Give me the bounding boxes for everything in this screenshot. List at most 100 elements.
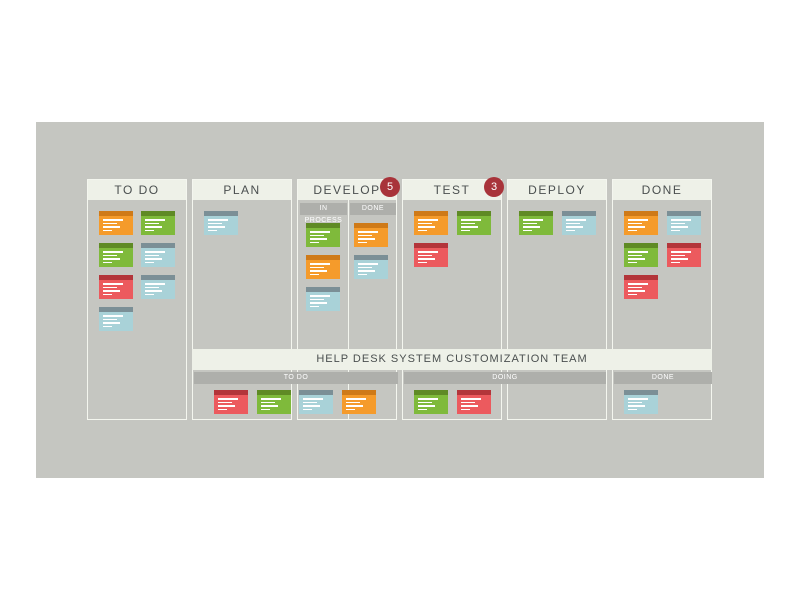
card-text-line <box>310 298 324 300</box>
task-card-green[interactable] <box>624 243 658 267</box>
card-text-line <box>628 251 648 253</box>
card-text-line <box>358 231 378 233</box>
task-card-red[interactable] <box>214 390 248 414</box>
task-card-blue[interactable] <box>299 390 333 414</box>
task-card-blue[interactable] <box>141 275 175 299</box>
card-text-line <box>310 266 324 268</box>
task-card-green[interactable] <box>306 223 340 247</box>
card-body <box>624 216 658 235</box>
card-body <box>204 216 238 235</box>
card-text-line <box>218 405 235 407</box>
card-header-strip <box>562 211 596 216</box>
team-lane-header-doing: DOING <box>404 372 606 384</box>
card-text-line <box>303 405 320 407</box>
card-text-line <box>628 293 637 295</box>
card-text-line <box>218 401 232 403</box>
task-card-red[interactable] <box>414 243 448 267</box>
card-text-line <box>418 408 427 410</box>
column-header: PLAN <box>193 180 291 200</box>
card-text-line <box>145 261 154 263</box>
card-text-line <box>628 286 642 288</box>
card-header-strip <box>624 390 658 395</box>
card-text-line <box>461 219 481 221</box>
task-card-orange[interactable] <box>414 211 448 235</box>
card-body <box>141 248 175 267</box>
task-card-blue[interactable] <box>306 287 340 311</box>
task-card-red[interactable] <box>457 390 491 414</box>
task-card-orange[interactable] <box>99 211 133 235</box>
column-header: DEPLOY <box>508 180 606 200</box>
card-body <box>342 395 376 414</box>
card-header-strip <box>414 390 448 395</box>
card-body <box>299 395 333 414</box>
card-text-line <box>145 254 159 256</box>
card-text-line <box>310 234 324 236</box>
task-card-green[interactable] <box>519 211 553 235</box>
team-swimlane-header: HELP DESK SYSTEM CUSTOMIZATION TEAM <box>192 349 712 370</box>
card-header-strip <box>99 275 133 280</box>
card-text-line <box>303 398 323 400</box>
card-body <box>99 312 133 331</box>
task-card-green[interactable] <box>141 211 175 235</box>
card-text-line <box>103 290 120 292</box>
card-text-line <box>628 408 637 410</box>
task-card-orange[interactable] <box>624 211 658 235</box>
card-text-line <box>358 234 372 236</box>
card-text-line <box>418 226 435 228</box>
task-card-blue[interactable] <box>141 243 175 267</box>
column-header: DEVELOP <box>298 180 396 200</box>
card-body <box>306 292 340 311</box>
card-body <box>457 395 491 414</box>
card-header-strip <box>141 243 175 248</box>
card-text-line <box>145 226 162 228</box>
task-card-blue[interactable] <box>667 211 701 235</box>
card-text-line <box>358 263 378 265</box>
card-header-strip <box>306 223 340 228</box>
card-text-line <box>103 222 117 224</box>
task-card-red[interactable] <box>624 275 658 299</box>
card-text-line <box>218 398 238 400</box>
card-text-line <box>628 258 645 260</box>
task-card-green[interactable] <box>99 243 133 267</box>
subcolumn-divider <box>348 200 349 419</box>
card-text-line <box>358 266 372 268</box>
card-text-line <box>103 219 123 221</box>
card-text-line <box>418 219 438 221</box>
card-text-line <box>358 238 375 240</box>
task-card-blue[interactable] <box>99 307 133 331</box>
card-text-line <box>523 219 543 221</box>
card-header-strip <box>204 211 238 216</box>
card-text-line <box>145 286 159 288</box>
card-text-line <box>418 251 438 253</box>
task-card-blue[interactable] <box>354 255 388 279</box>
card-text-line <box>310 302 327 304</box>
wip-limit-badge-test: 3 <box>484 177 504 197</box>
task-card-green[interactable] <box>457 211 491 235</box>
card-header-strip <box>414 243 448 248</box>
task-card-red[interactable] <box>99 275 133 299</box>
card-text-line <box>103 315 123 317</box>
card-body <box>354 260 388 279</box>
task-card-blue[interactable] <box>204 211 238 235</box>
card-body <box>141 216 175 235</box>
card-text-line <box>346 401 360 403</box>
task-card-blue[interactable] <box>624 390 658 414</box>
card-text-line <box>628 261 637 263</box>
card-header-strip <box>299 390 333 395</box>
card-text-line <box>310 238 327 240</box>
task-card-orange[interactable] <box>306 255 340 279</box>
card-text-line <box>303 408 312 410</box>
task-card-green[interactable] <box>257 390 291 414</box>
task-card-blue[interactable] <box>562 211 596 235</box>
task-card-orange[interactable] <box>342 390 376 414</box>
task-card-green[interactable] <box>414 390 448 414</box>
task-card-red[interactable] <box>667 243 701 267</box>
card-text-line <box>218 408 227 410</box>
task-card-orange[interactable] <box>354 223 388 247</box>
column-done: DONE <box>612 179 712 420</box>
card-text-line <box>103 254 117 256</box>
card-header-strip <box>457 390 491 395</box>
card-text-line <box>418 258 435 260</box>
card-body <box>99 248 133 267</box>
card-body <box>414 395 448 414</box>
